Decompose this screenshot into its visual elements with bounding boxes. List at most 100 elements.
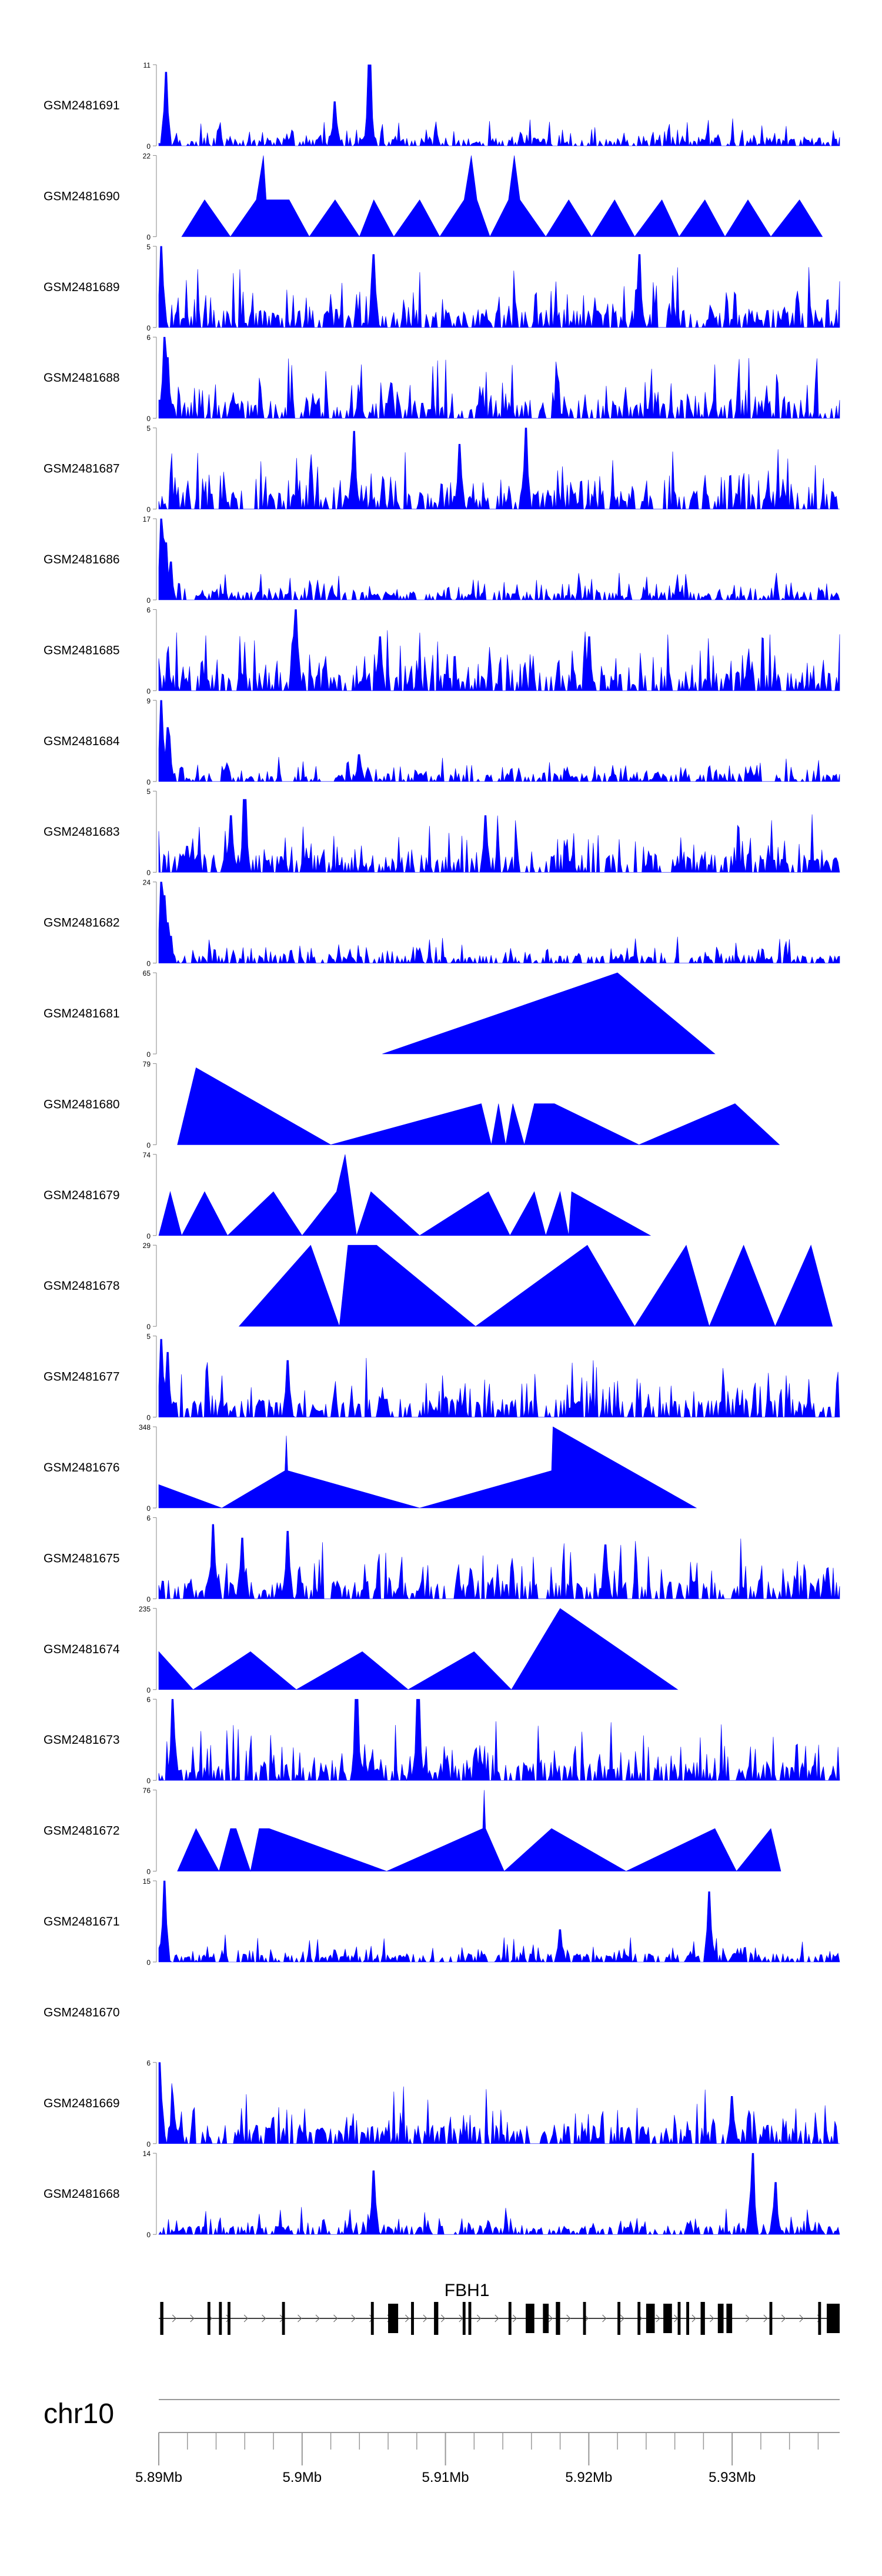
strand-arrow [190, 2314, 195, 2323]
strand-arrow [315, 2314, 320, 2323]
track-label-GSM2481680: GSM2481680 [44, 1097, 120, 1111]
y-zero-label-GSM2481677: 0 [146, 1414, 151, 1422]
exon-8 [388, 2304, 399, 2333]
strand-arrow [548, 2314, 553, 2323]
exon-12 [468, 2302, 472, 2335]
coverage-area-GSM2481690 [181, 155, 823, 238]
exon-21 [663, 2304, 672, 2333]
track-label-GSM2481668: GSM2481668 [44, 2187, 120, 2201]
y-zero-label-GSM2481681: 0 [146, 1050, 151, 1059]
y-zero-label-GSM2481682: 0 [146, 960, 151, 968]
axis-tick-label: 5.92Mb [565, 2470, 612, 2485]
y-zero-label-GSM2481673: 0 [146, 1777, 151, 1785]
strand-arrow [566, 2314, 571, 2323]
y-max-label-GSM2481688: 6 [146, 333, 151, 342]
exon-27 [769, 2302, 773, 2335]
strand-arrow [799, 2314, 804, 2323]
coverage-area-GSM2481683 [158, 799, 840, 873]
exon-22 [677, 2302, 681, 2335]
y-max-label-GSM2481682: 24 [143, 879, 151, 887]
track-label-GSM2481691: GSM2481691 [44, 99, 120, 112]
y-zero-label-GSM2481680: 0 [146, 1141, 151, 1149]
y-max-label-GSM2481679: 74 [143, 1151, 151, 1159]
exon-9 [411, 2302, 414, 2335]
exon-23 [686, 2302, 690, 2335]
coverage-area-GSM2481669 [158, 2062, 840, 2144]
y-zero-label-GSM2481671: 0 [146, 1958, 151, 1967]
track-label-GSM2481676: GSM2481676 [44, 1461, 120, 1474]
exon-10 [434, 2302, 439, 2335]
track-label-GSM2481671: GSM2481671 [44, 1915, 120, 1928]
strand-arrow [298, 2314, 302, 2323]
coverage-area-GSM2481688 [158, 336, 840, 419]
track-label-GSM2481681: GSM2481681 [44, 1007, 120, 1020]
track-label-GSM2481689: GSM2481689 [44, 281, 120, 294]
exon-7 [370, 2302, 374, 2335]
coverage-area-GSM2481674 [158, 1608, 679, 1690]
track-label-GSM2481670: GSM2481670 [44, 2006, 120, 2019]
exon-28 [818, 2302, 821, 2335]
track-label-GSM2481669: GSM2481669 [44, 2097, 120, 2110]
y-zero-label-GSM2481672: 0 [146, 1868, 151, 1876]
strand-arrow [333, 2314, 338, 2323]
y-zero-label-GSM2481668: 0 [146, 2231, 151, 2239]
y-max-label-GSM2481676: 348 [139, 1423, 151, 1432]
coverage-area-GSM2481687 [158, 428, 840, 510]
y-max-label-GSM2481680: 79 [143, 1060, 151, 1068]
y-max-label-GSM2481678: 29 [143, 1242, 151, 1250]
exon-24 [700, 2302, 705, 2335]
exon-14 [526, 2304, 534, 2333]
strand-arrow [172, 2314, 177, 2323]
y-max-label-GSM2481673: 6 [146, 1696, 151, 1704]
track-label-GSM2481687: GSM2481687 [44, 462, 120, 476]
coverage-area-GSM2481684 [158, 700, 840, 782]
track-label-GSM2481683: GSM2481683 [44, 825, 120, 839]
strand-arrow [351, 2314, 356, 2323]
coverage-area-GSM2481689 [158, 246, 840, 328]
strand-arrow [262, 2314, 266, 2323]
exon-19 [637, 2302, 641, 2335]
strand-arrow [476, 2314, 482, 2323]
exon-1 [160, 2302, 162, 2335]
y-max-label-GSM2481675: 6 [146, 1514, 151, 1522]
y-zero-label-GSM2481687: 0 [146, 506, 151, 514]
strand-arrow [691, 2314, 696, 2323]
y-zero-label-GSM2481691: 0 [146, 142, 151, 151]
exon-3 [207, 2302, 211, 2335]
exon-11 [462, 2302, 466, 2335]
y-max-label-GSM2481669: 6 [146, 2059, 151, 2067]
track-label-GSM2481685: GSM2481685 [44, 643, 120, 657]
exon-26 [726, 2304, 733, 2333]
axis-tick-label: 5.9Mb [282, 2470, 322, 2485]
track-label-GSM2481688: GSM2481688 [44, 371, 120, 385]
coverage-area-GSM2481678 [238, 1244, 833, 1327]
track-label-GSM2481679: GSM2481679 [44, 1189, 120, 1202]
y-max-label-GSM2481689: 5 [146, 243, 151, 251]
coverage-area-GSM2481682 [158, 882, 840, 964]
track-label-GSM2481678: GSM2481678 [44, 1279, 120, 1293]
track-label-GSM2481684: GSM2481684 [44, 735, 120, 748]
strand-arrow [745, 2314, 750, 2323]
exon-6 [282, 2302, 285, 2335]
coverage-area-GSM2481671 [158, 1880, 840, 1963]
coverage-area-GSM2481673 [158, 1699, 840, 1781]
coverage-area-GSM2481680 [177, 1067, 780, 1146]
y-zero-label-GSM2481669: 0 [146, 2140, 151, 2148]
strand-arrow [710, 2314, 714, 2323]
y-max-label-GSM2481687: 5 [146, 425, 151, 433]
strand-arrow [243, 2314, 248, 2323]
y-max-label-GSM2481668: 14 [143, 2150, 151, 2158]
track-label-GSM2481682: GSM2481682 [44, 916, 120, 930]
y-zero-label-GSM2481689: 0 [146, 324, 151, 332]
strand-arrow [781, 2314, 786, 2323]
strand-arrow [423, 2314, 427, 2323]
strand-arrow [440, 2314, 446, 2323]
coverage-area-GSM2481685 [158, 609, 840, 692]
track-label-GSM2481673: GSM2481673 [44, 1733, 120, 1747]
y-max-label-GSM2481672: 76 [143, 1787, 151, 1795]
exon-2 [161, 2302, 163, 2335]
exon-13 [508, 2302, 512, 2335]
coverage-area-GSM2481668 [158, 2153, 840, 2235]
exon-29 [827, 2304, 840, 2333]
